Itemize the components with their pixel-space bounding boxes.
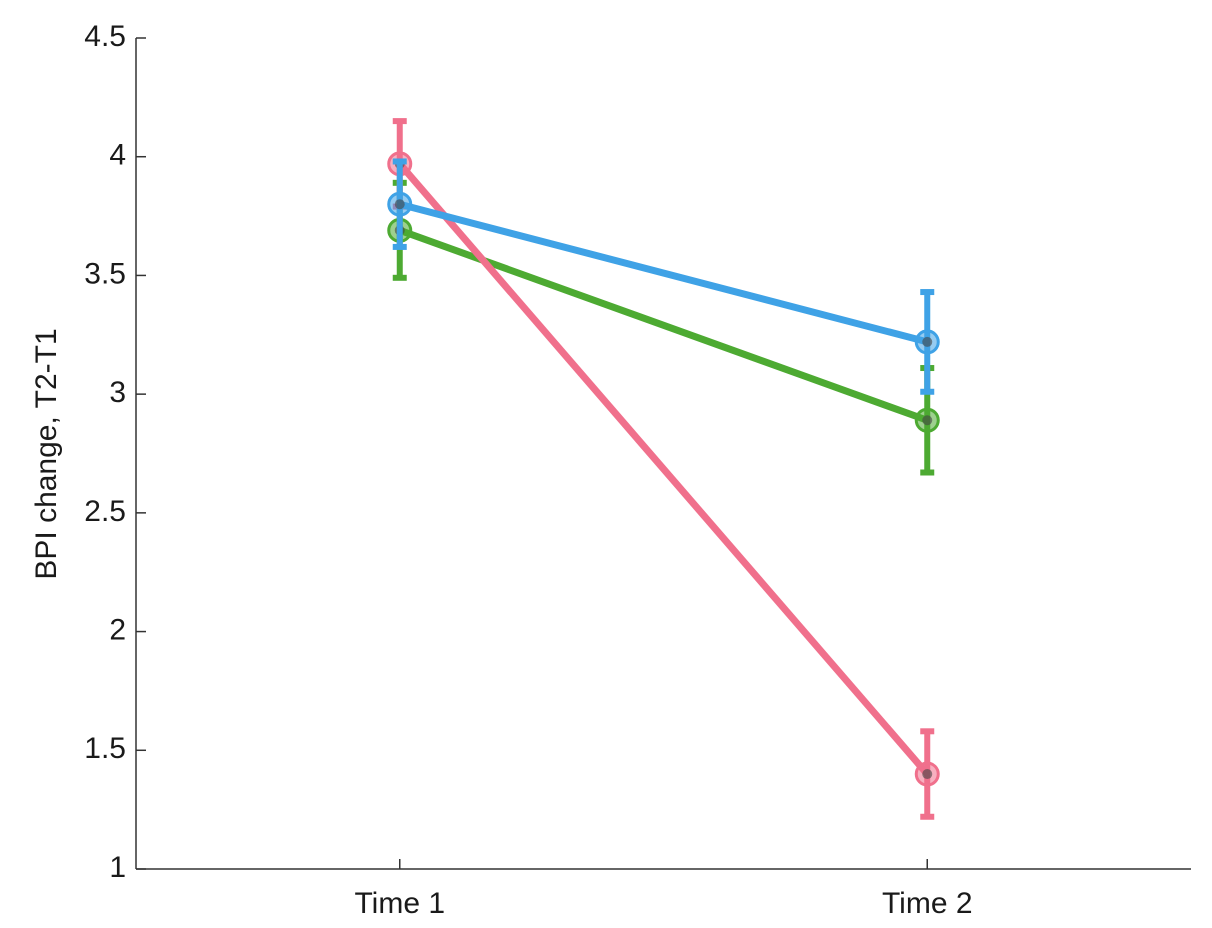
y-tick-label: 4 xyxy=(109,139,126,172)
marker-center xyxy=(922,336,933,347)
marker-center xyxy=(922,415,933,426)
y-axis-label: BPI change, T2-T1 xyxy=(30,328,63,579)
x-tick-label: Time 2 xyxy=(882,887,973,920)
y-tick-label: 1 xyxy=(109,851,126,884)
x-tick-label: Time 1 xyxy=(354,887,445,920)
y-tick-label: 2.5 xyxy=(84,495,126,528)
y-tick-label: 1.5 xyxy=(84,732,126,765)
marker-center xyxy=(922,769,933,780)
y-tick-label: 4.5 xyxy=(84,20,126,53)
y-tick-label: 2 xyxy=(109,613,126,646)
series-line xyxy=(398,200,929,346)
series-line xyxy=(397,161,930,777)
y-tick-label: 3 xyxy=(109,376,126,409)
marker-center xyxy=(394,199,405,210)
y-tick-label: 3.5 xyxy=(84,257,126,290)
